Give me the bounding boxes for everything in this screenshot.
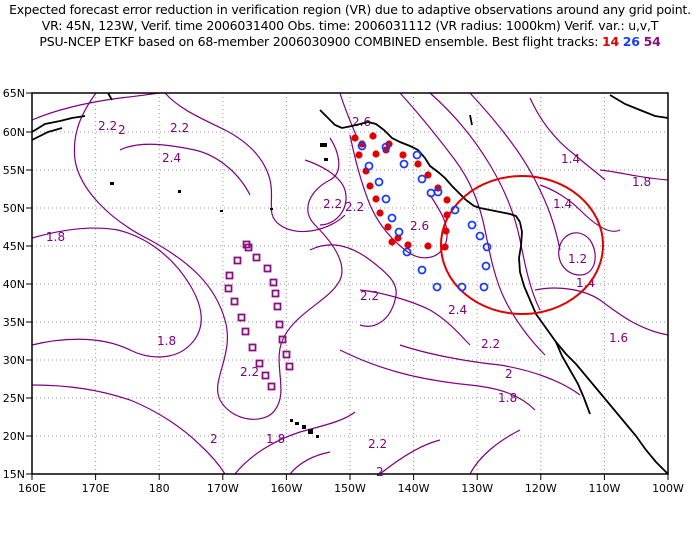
lat-label: 15N	[3, 468, 25, 481]
contour-label: 1.6	[609, 331, 628, 345]
lon-label: 160W	[270, 482, 302, 495]
lon-label: 120W	[525, 482, 557, 495]
contour-label: 2	[118, 123, 126, 137]
contour-label: 1.4	[553, 197, 572, 211]
verification-region-circle	[440, 175, 604, 315]
track-26-label: 26	[622, 34, 640, 49]
contour-label: 2	[376, 465, 384, 479]
contour-label: 2.4	[448, 303, 467, 317]
lat-label: 35N	[3, 316, 25, 329]
contour-label: 2.2	[360, 289, 379, 303]
lat-label: 30N	[3, 354, 25, 367]
track-14-label: 14	[602, 34, 620, 49]
lon-label: 130W	[461, 482, 493, 495]
contour-label: 2.2	[345, 200, 364, 214]
lon-label: 170E	[82, 482, 110, 495]
lon-label: 140W	[398, 482, 430, 495]
map-subtitle-info: VR: 45N, 123W, Verif. time 2006031400 Ob…	[41, 18, 659, 33]
contour-label: 1.4	[561, 152, 580, 166]
contour-label: 1.8	[498, 391, 517, 405]
contour-label: 1.4	[576, 276, 595, 290]
longitude-labels: 160E 170E 180 170W 160W 150W 140W 130W 1…	[18, 482, 684, 495]
contour-label: 1.8	[157, 334, 176, 348]
lat-label: 50N	[3, 202, 25, 215]
contour-label: 2.2	[368, 437, 387, 451]
map-subtitle-ensemble: PSU-NCEP ETKF based on 68-member 2006030…	[0, 34, 700, 49]
lat-label: 25N	[3, 392, 25, 405]
contour-label: 2.6	[410, 219, 429, 233]
contour-label: 2.4	[162, 151, 181, 165]
map-title: Expected forecast error reduction in ver…	[9, 2, 691, 17]
map-background	[32, 93, 668, 474]
contour-label: 2.2	[240, 365, 259, 379]
contour-label: 1.8	[46, 230, 65, 244]
lon-label: 180	[149, 482, 170, 495]
contour-label: 2.2	[323, 197, 342, 211]
ensemble-text: PSU-NCEP ETKF based on 68-member 2006030…	[39, 34, 603, 49]
lat-label: 45N	[3, 240, 25, 253]
lat-label: 40N	[3, 278, 25, 291]
contour-label: 1.2	[568, 252, 587, 266]
latitude-labels: 15N 20N 25N 30N 35N 40N 45N 50N 55N 60N …	[3, 87, 25, 481]
contour-label: 1.8	[632, 175, 651, 189]
lat-label: 55N	[3, 164, 25, 177]
lat-label: 20N	[3, 430, 25, 443]
flight-track-26	[357, 141, 492, 292]
lon-label: 150W	[334, 482, 366, 495]
contour-labels: 2.2 2 2.2 2.4 2.6 2.2 2.6 2.2 2.4 2.2 1.…	[46, 115, 651, 479]
lon-label: 110W	[588, 482, 620, 495]
tick-marks	[26, 92, 669, 480]
contour-label: 2	[505, 367, 513, 381]
lat-label: 65N	[3, 87, 25, 100]
contour-label: 2.2	[170, 121, 189, 135]
contour-label: 2	[210, 432, 218, 446]
contour-label: 2.2	[98, 119, 117, 133]
contour-label: 1.8	[266, 432, 285, 446]
lon-label: 160E	[18, 482, 46, 495]
coastline	[31, 92, 669, 475]
contour-lines	[31, 92, 669, 475]
lon-label: 170W	[207, 482, 239, 495]
contour-label: 2.2	[481, 337, 500, 351]
lon-label: 100W	[652, 482, 684, 495]
track-54-label: 54	[643, 34, 661, 49]
islands	[110, 143, 328, 438]
flight-track-54	[224, 240, 294, 391]
lat-label: 60N	[3, 126, 25, 139]
